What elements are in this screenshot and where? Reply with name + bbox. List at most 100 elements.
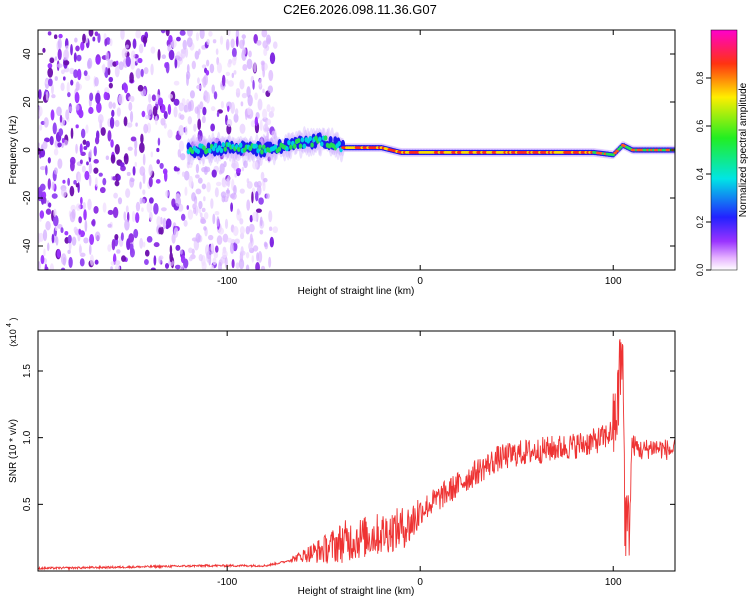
spectrogram-noise-cell bbox=[233, 70, 237, 75]
spectrogram-noise-cell bbox=[129, 72, 134, 84]
spectrogram-noise-cell bbox=[74, 37, 78, 43]
spectrogram-noise-cell bbox=[238, 258, 245, 270]
spectrogram-noise-cell bbox=[107, 67, 111, 76]
spectrogram-noise-cell bbox=[262, 40, 268, 49]
spectrogram-noise-cell bbox=[173, 98, 180, 106]
spectrogram-noise-cell bbox=[178, 125, 185, 137]
spectrogram-carrier-core bbox=[260, 149, 264, 155]
spectrogram-noise-cell bbox=[132, 166, 136, 176]
spectrogram-noise-cell bbox=[263, 241, 268, 248]
spectrogram-noise-cell bbox=[39, 183, 46, 191]
spectrogram-noise-cell bbox=[178, 140, 185, 152]
spectrogram-noise-cell bbox=[246, 199, 251, 211]
spectrogram-noise-cell bbox=[110, 261, 115, 266]
spectrogram-noise-cell bbox=[123, 116, 128, 127]
spectrogram-noise-cell bbox=[268, 210, 273, 223]
spectrogram-noise-cell bbox=[254, 116, 258, 127]
spectrogram-noise-cell bbox=[107, 209, 114, 215]
spectrogram-noise-cell bbox=[69, 156, 76, 165]
spectrogram-noise-cell bbox=[246, 107, 252, 116]
spectrogram-noise-cell bbox=[231, 56, 237, 66]
spectrogram-noise-cell bbox=[51, 233, 55, 244]
spectrogram-noise-cell bbox=[98, 172, 103, 177]
spectrogram-noise-cell bbox=[52, 214, 59, 227]
spectrogram-noise-cell bbox=[179, 114, 185, 120]
spectrogram-noise-cell bbox=[169, 244, 173, 255]
spectrogram-noise-cell bbox=[88, 106, 94, 115]
spectrogram-noise-cell bbox=[142, 172, 146, 185]
spectrogram-noise-cell bbox=[198, 48, 201, 55]
spectrogram-noise-cell bbox=[212, 213, 216, 225]
spectrogram-carrier-core bbox=[319, 141, 324, 147]
spectrogram-noise-cell bbox=[41, 191, 47, 199]
spectrogram-noise-cell bbox=[105, 155, 110, 161]
spectrogram-noise-cell bbox=[83, 237, 89, 244]
spectrogram-noise-cell bbox=[182, 39, 187, 50]
spectrogram-noise-cell bbox=[150, 267, 156, 270]
spectrogram-noise-cell bbox=[220, 191, 227, 199]
spectrogram-noise-cell bbox=[112, 176, 117, 181]
spectrogram-noise-cell bbox=[212, 257, 217, 266]
spectrogram-noise-cell bbox=[45, 165, 48, 176]
spectrogram-noise-cell bbox=[103, 33, 107, 40]
spectrogram-noise-cell bbox=[47, 63, 53, 69]
spectrogram-noise-cell bbox=[95, 177, 98, 188]
spectrogram-noise-cell bbox=[239, 39, 245, 50]
spectrogram-noise-cell bbox=[269, 52, 276, 65]
spectrogram-noise-cell bbox=[234, 173, 237, 178]
spectrogram-noise-cell bbox=[211, 169, 217, 178]
spectrogram-noise-cell bbox=[69, 67, 75, 75]
spectrogram-x-ticks: -100 0 100 bbox=[217, 30, 622, 287]
spectrogram-noise-cell bbox=[184, 125, 188, 136]
spectrogram-noise-cell bbox=[75, 81, 80, 92]
spectrogram-noise-cell bbox=[96, 102, 102, 114]
spectrogram-noise-cell bbox=[272, 226, 279, 234]
spectrogram-noise-cell bbox=[135, 212, 140, 224]
spectrogram-noise-cell bbox=[130, 50, 136, 60]
spectrogram-noise-cell bbox=[134, 138, 138, 150]
spectrogram-noise-cell bbox=[156, 159, 161, 165]
spectrogram-noise-cell bbox=[82, 33, 86, 44]
spectrogram-noise-cell bbox=[163, 111, 168, 120]
spectrogram-carrier-core bbox=[611, 153, 616, 157]
spectrogram-noise-cell bbox=[225, 71, 231, 77]
spectrogram-noise-cell bbox=[140, 133, 144, 144]
spectrogram-noise-cell bbox=[180, 49, 186, 59]
spectrogram-noise-cell bbox=[60, 227, 64, 234]
spectrogram-noise-cell bbox=[225, 189, 231, 194]
spectrogram-noise-cell bbox=[184, 186, 188, 197]
spectrogram-noise-cell bbox=[135, 201, 141, 212]
spectrogram-noise-cell bbox=[129, 243, 134, 254]
spectrogram-noise-cell bbox=[270, 106, 275, 113]
spectrogram-noise-cell bbox=[234, 238, 240, 244]
spectrogram-noise-cell bbox=[218, 169, 223, 175]
spectrogram-noise-cell bbox=[139, 181, 142, 190]
spectrogram-noise-cell bbox=[45, 208, 52, 215]
spectrogram-noise-cell bbox=[121, 255, 126, 262]
spectrogram-noise-cell bbox=[156, 215, 162, 227]
spectrogram-noise-cell bbox=[100, 127, 106, 136]
spectrogram-noise-cell bbox=[112, 102, 116, 109]
spectrogram-noise-cell bbox=[108, 82, 113, 89]
spectrogram-noise-cell bbox=[123, 211, 127, 221]
spectrogram-carrier-core bbox=[615, 149, 619, 153]
spectrogram-noise-cell bbox=[42, 141, 48, 150]
spectrogram-noise-cell bbox=[188, 247, 193, 254]
spectrogram-noise-cell bbox=[167, 104, 172, 115]
spectrogram-noise-cell bbox=[257, 251, 263, 263]
spectrogram-noise-cell bbox=[267, 156, 271, 162]
spectrogram-noise-cell bbox=[227, 61, 232, 68]
spectrogram-noise-cell bbox=[175, 244, 181, 251]
spectrogram-noise-cell bbox=[158, 227, 163, 235]
spectrogram-noise-cell bbox=[146, 201, 153, 213]
spectrogram-carrier-core bbox=[221, 142, 226, 148]
snr-x-tick-label-2: 100 bbox=[605, 577, 622, 588]
spectrogram-noise-cell bbox=[152, 105, 158, 117]
spectrogram-noise-cell bbox=[49, 57, 55, 64]
spectrogram-noise-cell bbox=[268, 226, 273, 232]
spectrogram-noise-cell bbox=[221, 74, 226, 87]
spectrogram-noise-cell bbox=[137, 57, 143, 64]
spectrogram-noise-cell bbox=[61, 138, 65, 144]
spectrogram-noise-cell bbox=[195, 174, 200, 179]
spectrogram-noise-cell bbox=[117, 174, 121, 181]
